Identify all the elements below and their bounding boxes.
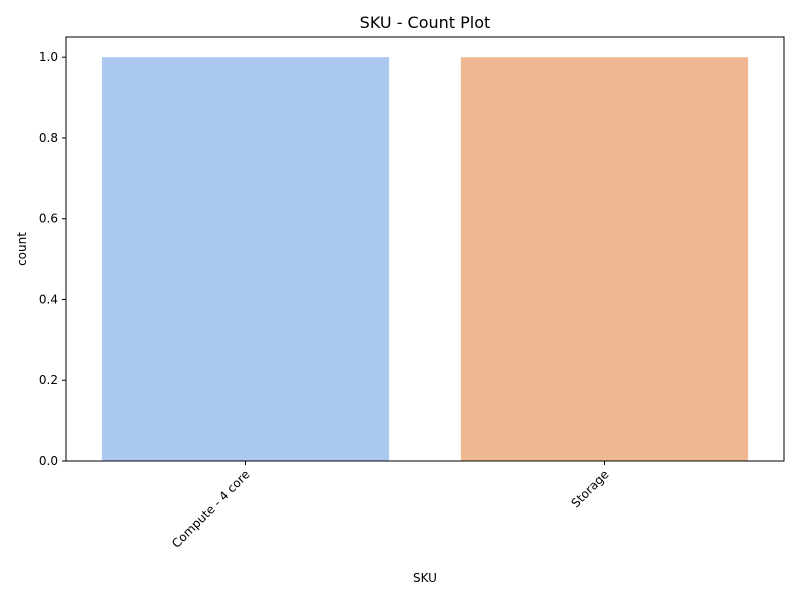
- bar-compute-4-core: [101, 57, 390, 461]
- chart-title: SKU - Count Plot: [360, 13, 491, 32]
- plot-frame: [65, 36, 785, 462]
- x-axis: Compute - 4 core Storage: [169, 461, 612, 551]
- y-tick-label: 0.2: [39, 373, 58, 387]
- x-tick-label: Storage: [569, 467, 612, 510]
- y-tick-label: 0.4: [39, 292, 58, 306]
- y-axis: 0.0 0.2 0.4 0.6 0.8 1.0: [39, 50, 66, 468]
- y-tick-label: 0.6: [39, 212, 58, 226]
- y-axis-label: count: [15, 232, 29, 266]
- x-tick-label: Compute - 4 core: [169, 467, 253, 551]
- bars-layer: [101, 57, 749, 461]
- x-axis-label: SKU: [413, 571, 437, 585]
- bar-storage: [460, 57, 749, 461]
- y-tick-label: 0.0: [39, 454, 58, 468]
- y-tick-label: 1.0: [39, 50, 58, 64]
- y-tick-label: 0.8: [39, 131, 58, 145]
